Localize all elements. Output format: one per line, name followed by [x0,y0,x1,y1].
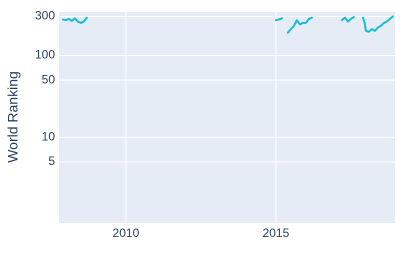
y-tick-label: 100 [35,48,55,62]
line-series [61,15,394,34]
x-tick-label: 2010 [113,226,140,240]
y-axis-title: World Ranking [5,71,21,163]
y-tick-label: 10 [42,130,56,144]
x-tick-label: 2015 [263,226,290,240]
y-tick-label: 300 [35,9,55,23]
plot-area [59,12,395,223]
y-tick-label: 5 [48,154,55,168]
y-tick-label: 50 [42,72,56,86]
